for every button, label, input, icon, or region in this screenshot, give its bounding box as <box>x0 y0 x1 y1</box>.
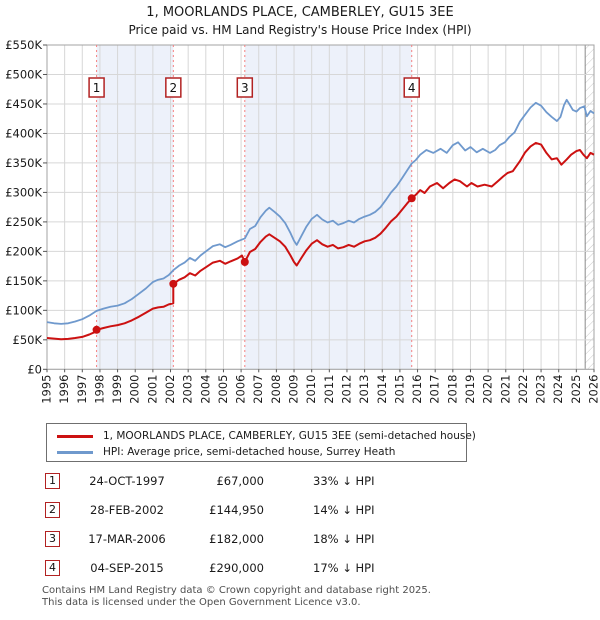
svg-text:2000: 2000 <box>128 375 142 404</box>
svg-text:2026: 2026 <box>587 375 600 404</box>
svg-text:2001: 2001 <box>145 375 159 404</box>
svg-text:2: 2 <box>170 81 178 95</box>
svg-text:2023: 2023 <box>534 375 548 404</box>
sale-marker-4[interactable]: 4 <box>403 77 420 98</box>
sale-price: £290,000 <box>209 561 264 575</box>
svg-text:2020: 2020 <box>481 375 495 404</box>
svg-text:2004: 2004 <box>198 375 212 404</box>
svg-text:2016: 2016 <box>410 375 424 404</box>
sale-point-4[interactable] <box>407 194 416 203</box>
svg-text:2013: 2013 <box>357 375 371 404</box>
sale-price: £182,000 <box>209 532 264 546</box>
legend-item-hpi: HPI: Average price, semi-detached house,… <box>57 444 466 460</box>
legend-item-property: 1, MOORLANDS PLACE, CAMBERLEY, GU15 3EE … <box>57 428 476 444</box>
svg-text:2017: 2017 <box>428 375 442 404</box>
svg-text:£300K: £300K <box>5 185 42 199</box>
legend-item-property-label: 1, MOORLANDS PLACE, CAMBERLEY, GU15 3EE … <box>103 430 476 442</box>
svg-text:2025: 2025 <box>569 375 583 404</box>
svg-text:2022: 2022 <box>516 375 530 404</box>
license-note-line1: Contains HM Land Registry data © Crown c… <box>42 585 431 596</box>
svg-text:3: 3 <box>241 81 249 95</box>
future-hatch-band <box>584 45 594 370</box>
table-row: 3 17-MAR-2006 £182,000 18% ↓ HPI <box>0 531 600 549</box>
plot-border <box>46 44 595 370</box>
sale-vs-hpi: 14% ↓ HPI <box>313 503 375 517</box>
svg-text:2006: 2006 <box>234 375 248 404</box>
hpi-line <box>46 98 595 325</box>
svg-text:£50K: £50K <box>13 333 43 347</box>
svg-text:2007: 2007 <box>251 375 265 404</box>
property-line-swatch-icon <box>57 434 93 438</box>
svg-text:2021: 2021 <box>498 375 512 404</box>
x-axis-labels: 1995 1996 1997 1998 1999 2000 2001 2002 2003 2004… <box>40 369 600 404</box>
svg-text:£250K: £250K <box>5 215 42 229</box>
y-axis-labels: £0 £50K £100K £150K £200K £250K £300K £350K £400… <box>5 40 47 376</box>
sale-point-2[interactable] <box>169 279 178 288</box>
table-row: 1 24-OCT-1997 £67,000 33% ↓ HPI <box>0 473 600 491</box>
sale-point-3[interactable] <box>240 257 249 266</box>
sale-price: £67,000 <box>216 474 264 488</box>
svg-text:£150K: £150K <box>5 274 42 288</box>
license-note: Contains HM Land Registry data © Crown c… <box>42 585 431 608</box>
page-subtitle: Price paid vs. HM Land Registry's House … <box>128 23 472 37</box>
svg-text:£350K: £350K <box>5 156 42 170</box>
svg-text:1998: 1998 <box>92 375 106 404</box>
price-line <box>46 141 595 341</box>
svg-text:£200K: £200K <box>5 244 42 258</box>
svg-text:2010: 2010 <box>304 375 318 404</box>
page-title: 1, MOORLANDS PLACE, CAMBERLEY, GU15 3EE <box>146 5 454 20</box>
sale-date-lines <box>96 45 413 370</box>
svg-text:1999: 1999 <box>110 375 124 404</box>
legend-item-hpi-label: HPI: Average price, semi-detached house,… <box>103 446 396 458</box>
svg-text:2018: 2018 <box>445 375 459 404</box>
table-row: 4 04-SEP-2015 £290,000 17% ↓ HPI <box>0 560 600 578</box>
svg-text:2014: 2014 <box>375 375 389 404</box>
license-note-line2: This data is licensed under the Open Gov… <box>42 596 361 608</box>
sale-date: 04-SEP-2015 <box>90 561 164 575</box>
sale-number-badge: 1 <box>45 473 60 489</box>
svg-text:2008: 2008 <box>269 375 283 404</box>
svg-text:2015: 2015 <box>392 375 406 404</box>
legend: 1, MOORLANDS PLACE, CAMBERLEY, GU15 3EE … <box>46 423 476 462</box>
svg-text:2003: 2003 <box>181 375 195 404</box>
svg-text:2011: 2011 <box>322 375 336 404</box>
svg-text:1: 1 <box>93 81 101 95</box>
sale-vs-hpi: 18% ↓ HPI <box>313 532 375 546</box>
svg-text:£400K: £400K <box>5 126 42 140</box>
svg-text:2024: 2024 <box>551 375 565 404</box>
svg-text:2019: 2019 <box>463 375 477 404</box>
svg-text:2002: 2002 <box>163 375 177 404</box>
sale-price: £144,950 <box>209 503 264 517</box>
svg-text:4: 4 <box>408 81 416 95</box>
sale-number-badge: 4 <box>45 560 60 576</box>
sale-point-1[interactable] <box>92 325 101 334</box>
table-row: 2 28-FEB-2002 £144,950 14% ↓ HPI <box>0 502 600 520</box>
svg-text:£550K: £550K <box>5 40 42 52</box>
sale-marker-3[interactable]: 3 <box>236 77 254 98</box>
svg-text:£0: £0 <box>27 362 42 376</box>
svg-text:£450K: £450K <box>5 97 42 111</box>
hpi-line-swatch-icon <box>57 450 93 454</box>
sale-date: 24-OCT-1997 <box>89 474 165 488</box>
svg-text:2012: 2012 <box>339 375 353 404</box>
sale-vs-hpi: 17% ↓ HPI <box>313 561 375 575</box>
svg-text:1995: 1995 <box>40 375 54 404</box>
svg-text:2005: 2005 <box>216 375 230 404</box>
svg-text:1996: 1996 <box>57 375 71 404</box>
svg-text:£500K: £500K <box>5 67 42 81</box>
sale-number-badge: 3 <box>45 531 60 547</box>
svg-text:1997: 1997 <box>75 375 89 404</box>
sale-marker-1[interactable]: 1 <box>88 77 105 98</box>
svg-text:2009: 2009 <box>287 375 301 404</box>
price-chart: 1 2 3 4 £0 £50K £100K £150K £200K £250K £300K £350K… <box>5 40 600 404</box>
sale-marker-2[interactable]: 2 <box>165 77 182 98</box>
sale-number-badge: 2 <box>45 502 60 518</box>
sale-date: 28-FEB-2002 <box>90 503 164 517</box>
sale-date: 17-MAR-2006 <box>88 532 166 546</box>
sale-vs-hpi: 33% ↓ HPI <box>313 474 375 488</box>
svg-text:£100K: £100K <box>5 303 42 317</box>
